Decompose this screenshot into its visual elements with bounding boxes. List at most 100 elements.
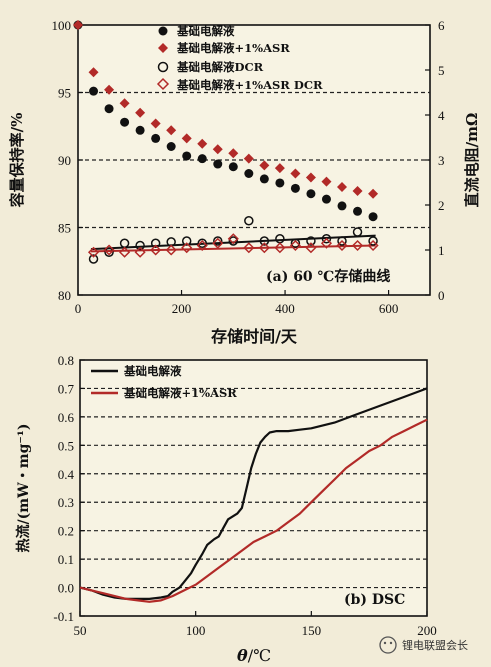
data-point-capacity-base (120, 117, 130, 127)
panel-a-left-y-ticks: 80 85 90 95 100 (52, 18, 83, 303)
data-point-capacity-base (182, 151, 192, 161)
legend-label-asr-dcr: 基础电解液+1%ASR DCR (176, 78, 323, 92)
panel-b-series (79, 387, 428, 603)
data-point-dcr-base (181, 236, 192, 246)
y-tick-label: 0.8 (58, 353, 74, 368)
data-point-capacity-asr (104, 84, 115, 95)
data-point-dcr-asr (289, 239, 301, 252)
data-point-capacity-base (244, 169, 254, 178)
data-point-dcr-base (197, 238, 207, 248)
data-point-capacity-asr (321, 176, 332, 187)
y-tick-label: 0.4 (58, 467, 75, 482)
wechat-icon-dot (389, 641, 393, 645)
y-tick-label: -0.1 (53, 609, 74, 624)
y-tick-label-right: 3 (438, 153, 445, 168)
data-point-capacity-asr (166, 125, 177, 136)
data-point-capacity-base (368, 212, 378, 222)
data-point-dcr-base (337, 236, 347, 246)
legend-marker-open-circle (157, 61, 169, 73)
data-point-capacity-asr (181, 133, 192, 144)
data-point-capacity-asr (197, 138, 208, 149)
y-tick-label: 0.3 (58, 495, 74, 510)
legend-label-asr: 基础电解液+1%ASR (123, 386, 237, 400)
data-point-capacity-base (259, 174, 269, 184)
data-point-capacity-base (166, 142, 176, 151)
y-tick-label: 95 (58, 86, 71, 101)
panel-a-gridlines (78, 91, 430, 229)
y-tick-label: 80 (58, 288, 71, 303)
data-point-capacity-asr (259, 160, 270, 171)
data-point-dcr-asr (351, 239, 364, 252)
x-tick-label: 150 (302, 623, 322, 638)
data-point-dcr-asr (367, 239, 379, 252)
x-tick-label: 100 (186, 623, 206, 638)
data-point-capacity-base (151, 133, 161, 143)
data-point-capacity-base (306, 189, 316, 199)
watermark-label: 锂电联盟会长 (402, 638, 468, 652)
data-point-dcr-base (259, 236, 270, 246)
data-point-capacity-asr (243, 153, 254, 164)
panel-b-dsc-chart: 50 100 150 200 -0.1 0.0 0.1 0.2 0.3 0.4 0.5 0.6 0.7… (15, 353, 437, 665)
panel-b-y-axis-label: 热流/(mW・mg⁻¹) (15, 423, 32, 552)
series-line-asr (79, 418, 428, 603)
panel-a-left-y-axis-label: 容量保持率/% (8, 113, 26, 209)
data-point-capacity-asr (228, 148, 239, 159)
panel-a-legend: 基础电解液 基础电解液+1%ASR 基础电解液DCR 基础电解液+1%ASR D… (156, 24, 323, 92)
y-tick-label: 0.7 (58, 381, 75, 396)
series-line-base (79, 387, 428, 600)
data-point-dcr-asr (181, 242, 193, 254)
x-tick-label: 600 (379, 301, 399, 316)
data-point-capacity-base (321, 194, 331, 204)
data-point-dcr-asr (336, 239, 348, 252)
y-tick-label: 0.5 (58, 438, 74, 453)
data-point-capacity-asr (135, 107, 146, 118)
x-tick-label: 50 (74, 623, 87, 638)
y-tick-label: 85 (58, 221, 71, 236)
y-tick-label-right: 6 (438, 18, 445, 33)
data-point-capacity-asr (274, 163, 285, 174)
data-point-capacity-base (104, 104, 114, 114)
data-point-dcr-asr (196, 239, 208, 252)
panel-a-series (73, 20, 379, 264)
data-point-dcr-asr (212, 237, 224, 249)
data-point-dcr-asr (258, 242, 270, 254)
data-point-capacity-base (89, 86, 99, 96)
wechat-icon-dot (383, 641, 387, 645)
data-point-capacity-base (275, 178, 285, 188)
legend-label-asr: 基础电解液+1%ASR (176, 41, 290, 55)
panel-a-x-ticks: 0 200 400 600 (75, 290, 399, 316)
panel-b-x-axis-label: θ/℃ (237, 646, 271, 665)
data-point-capacity-asr (73, 20, 83, 30)
data-point-capacity-asr (212, 144, 223, 155)
panel-a-x-axis-label: 存储时间/天 (211, 327, 298, 346)
y-tick-label: 100 (52, 18, 72, 33)
panel-a-right-y-ticks: 0 1 2 3 4 5 6 (425, 18, 445, 303)
wechat-icon (379, 636, 397, 654)
celsius-unit: /℃ (248, 646, 271, 665)
y-tick-label-right: 5 (438, 63, 445, 78)
x-tick-label: 400 (275, 301, 295, 316)
data-point-dcr-asr (165, 244, 177, 256)
y-tick-label: 0.1 (58, 552, 74, 567)
data-point-capacity-base (337, 201, 347, 211)
data-point-dcr-base (150, 238, 161, 248)
data-point-dcr-asr (103, 244, 115, 256)
data-point-dcr-base (135, 240, 145, 251)
data-point-capacity-asr (150, 118, 161, 129)
y-tick-label: 0.6 (58, 410, 75, 425)
data-point-dcr-asr (320, 237, 333, 249)
y-tick-label-right: 2 (438, 198, 445, 213)
x-tick-label: 0 (75, 301, 82, 316)
theta-symbol: θ (237, 646, 248, 665)
data-point-dcr-base (213, 236, 223, 246)
data-point-capacity-asr (119, 98, 130, 109)
panel-b-plot-area (79, 359, 428, 617)
data-point-capacity-asr (337, 182, 347, 192)
legend-label-base: 基础电解液 (176, 24, 235, 38)
data-point-dcr-asr (243, 242, 255, 254)
panel-b-y-ticks: -0.1 0.0 0.1 0.2 0.3 0.4 0.5 0.6 0.7 0.8 (53, 353, 85, 624)
data-point-capacity-base (135, 125, 145, 135)
x-tick-label: 200 (417, 623, 437, 638)
legend-marker-open-diamond (156, 77, 170, 91)
